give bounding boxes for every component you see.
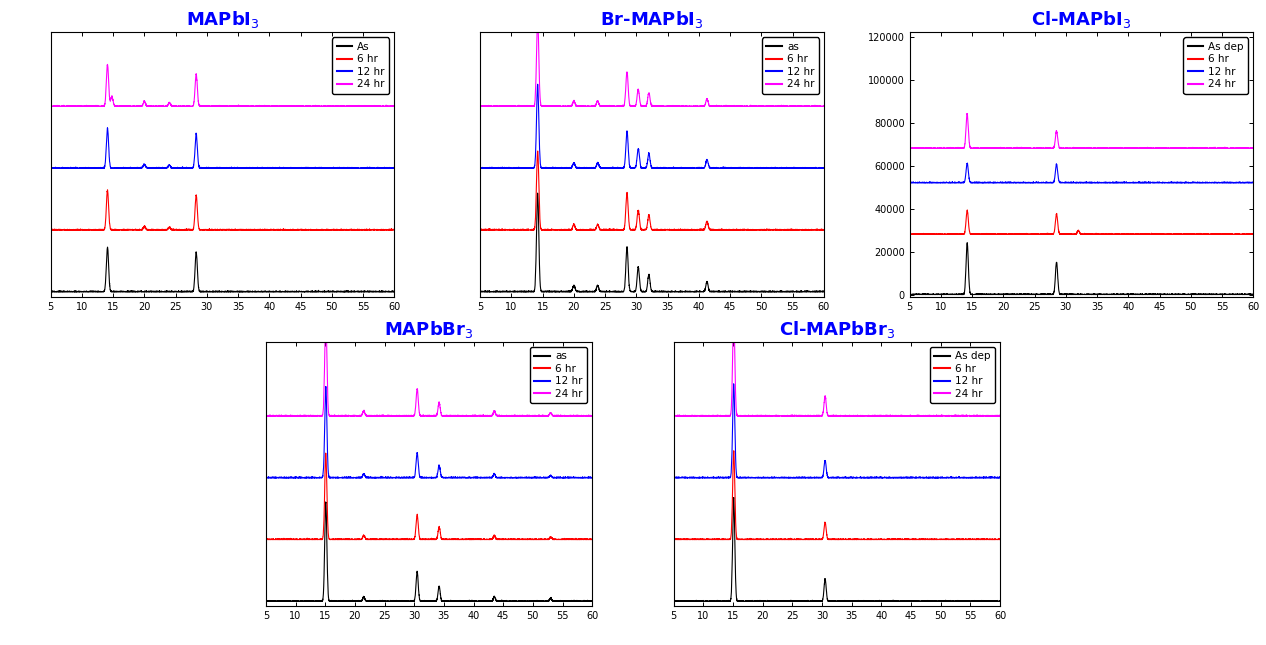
Legend: As, 6 hr, 12 hr, 24 hr: As, 6 hr, 12 hr, 24 hr: [333, 37, 389, 94]
Title: MAPbBr$_3$: MAPbBr$_3$: [384, 319, 473, 340]
Legend: as, 6 hr, 12 hr, 24 hr: as, 6 hr, 12 hr, 24 hr: [762, 37, 819, 94]
Legend: as, 6 hr, 12 hr, 24 hr: as, 6 hr, 12 hr, 24 hr: [530, 347, 587, 403]
Title: Cl-MAPbI$_3$: Cl-MAPbI$_3$: [1032, 9, 1132, 30]
Title: MAPbI$_3$: MAPbI$_3$: [186, 9, 260, 30]
Title: Br-MAPbI$_3$: Br-MAPbI$_3$: [600, 9, 704, 30]
Title: Cl-MAPbBr$_3$: Cl-MAPbBr$_3$: [779, 319, 895, 340]
Legend: As dep, 6 hr, 12 hr, 24 hr: As dep, 6 hr, 12 hr, 24 hr: [931, 347, 995, 403]
Legend: As dep, 6 hr, 12 hr, 24 hr: As dep, 6 hr, 12 hr, 24 hr: [1184, 37, 1248, 94]
